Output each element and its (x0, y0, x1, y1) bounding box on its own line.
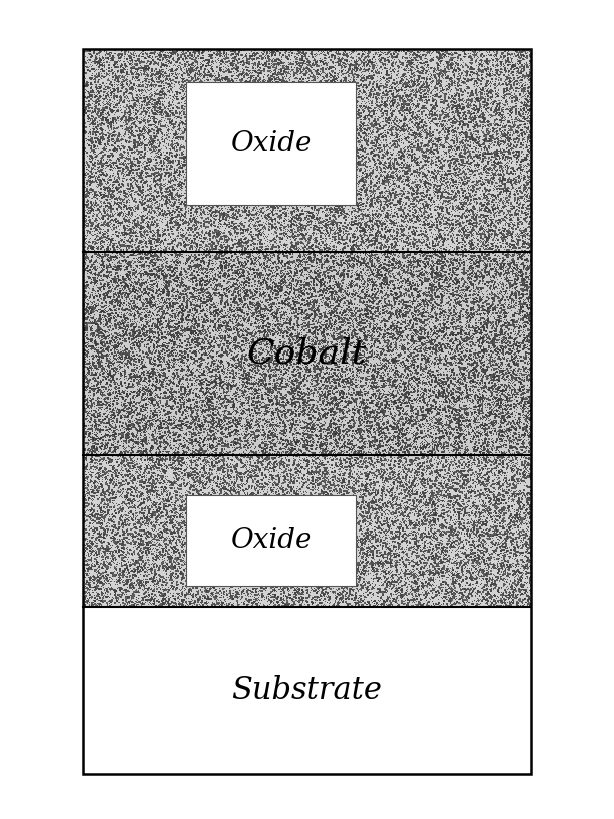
Bar (83, 49, 531, 774)
Bar (186, 495, 356, 586)
Text: Oxide: Oxide (230, 130, 312, 157)
Bar (186, 82, 356, 205)
Text: Cobalt: Cobalt (247, 337, 367, 370)
Bar (83, 607, 531, 774)
Text: Substrate: Substrate (231, 675, 383, 706)
Bar (83, 49, 531, 774)
Text: Oxide: Oxide (230, 527, 312, 554)
